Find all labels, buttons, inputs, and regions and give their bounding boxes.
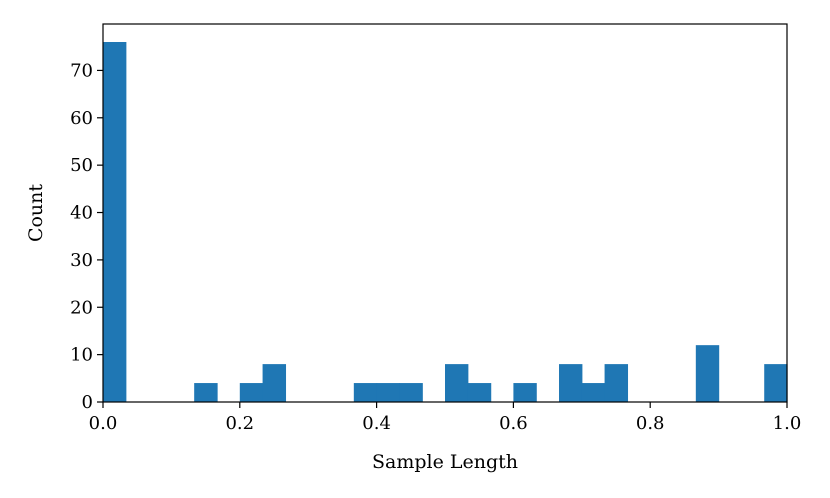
y-tick-label: 60 <box>70 108 93 129</box>
histogram-bar <box>581 383 606 402</box>
histogram-bar <box>467 383 492 402</box>
plot-frame <box>102 23 788 403</box>
y-tick-label: 10 <box>70 345 93 366</box>
x-tick-label: 0.4 <box>362 413 391 434</box>
x-axis-label: Sample Length <box>372 451 518 473</box>
y-tick-label: 40 <box>70 203 93 224</box>
y-tick-label: 0 <box>82 392 93 413</box>
histogram-bar <box>103 42 127 402</box>
histogram-bar <box>239 383 264 402</box>
y-tick-label: 30 <box>70 250 93 271</box>
histogram-bar <box>764 364 788 402</box>
ticks-layer: 0.0 0.2 0.4 0.6 0.8 1.0 0 10 20 30 40 50 60 70 <box>70 60 801 434</box>
histogram-bar <box>262 364 287 402</box>
y-tick-label: 70 <box>70 60 93 81</box>
histogram-bar <box>604 364 629 402</box>
x-tick-label: 0.0 <box>89 413 118 434</box>
x-tick-label: 0.8 <box>636 413 665 434</box>
histogram-bar <box>376 383 400 402</box>
bars-layer <box>103 42 788 402</box>
y-tick-label: 50 <box>70 155 93 176</box>
histogram-bar <box>695 345 720 402</box>
histogram-bar <box>353 383 378 402</box>
x-tick-label: 0.6 <box>499 413 528 434</box>
histogram-bar <box>194 383 218 402</box>
histogram-bar <box>399 383 423 402</box>
y-axis-label: Count <box>25 184 47 242</box>
x-tick-label: 0.2 <box>225 413 254 434</box>
histogram-bar <box>445 364 469 402</box>
histogram-bar <box>559 364 583 402</box>
x-tick-label: 1.0 <box>773 413 802 434</box>
y-tick-label: 20 <box>70 297 93 318</box>
histogram-bar <box>513 383 537 402</box>
